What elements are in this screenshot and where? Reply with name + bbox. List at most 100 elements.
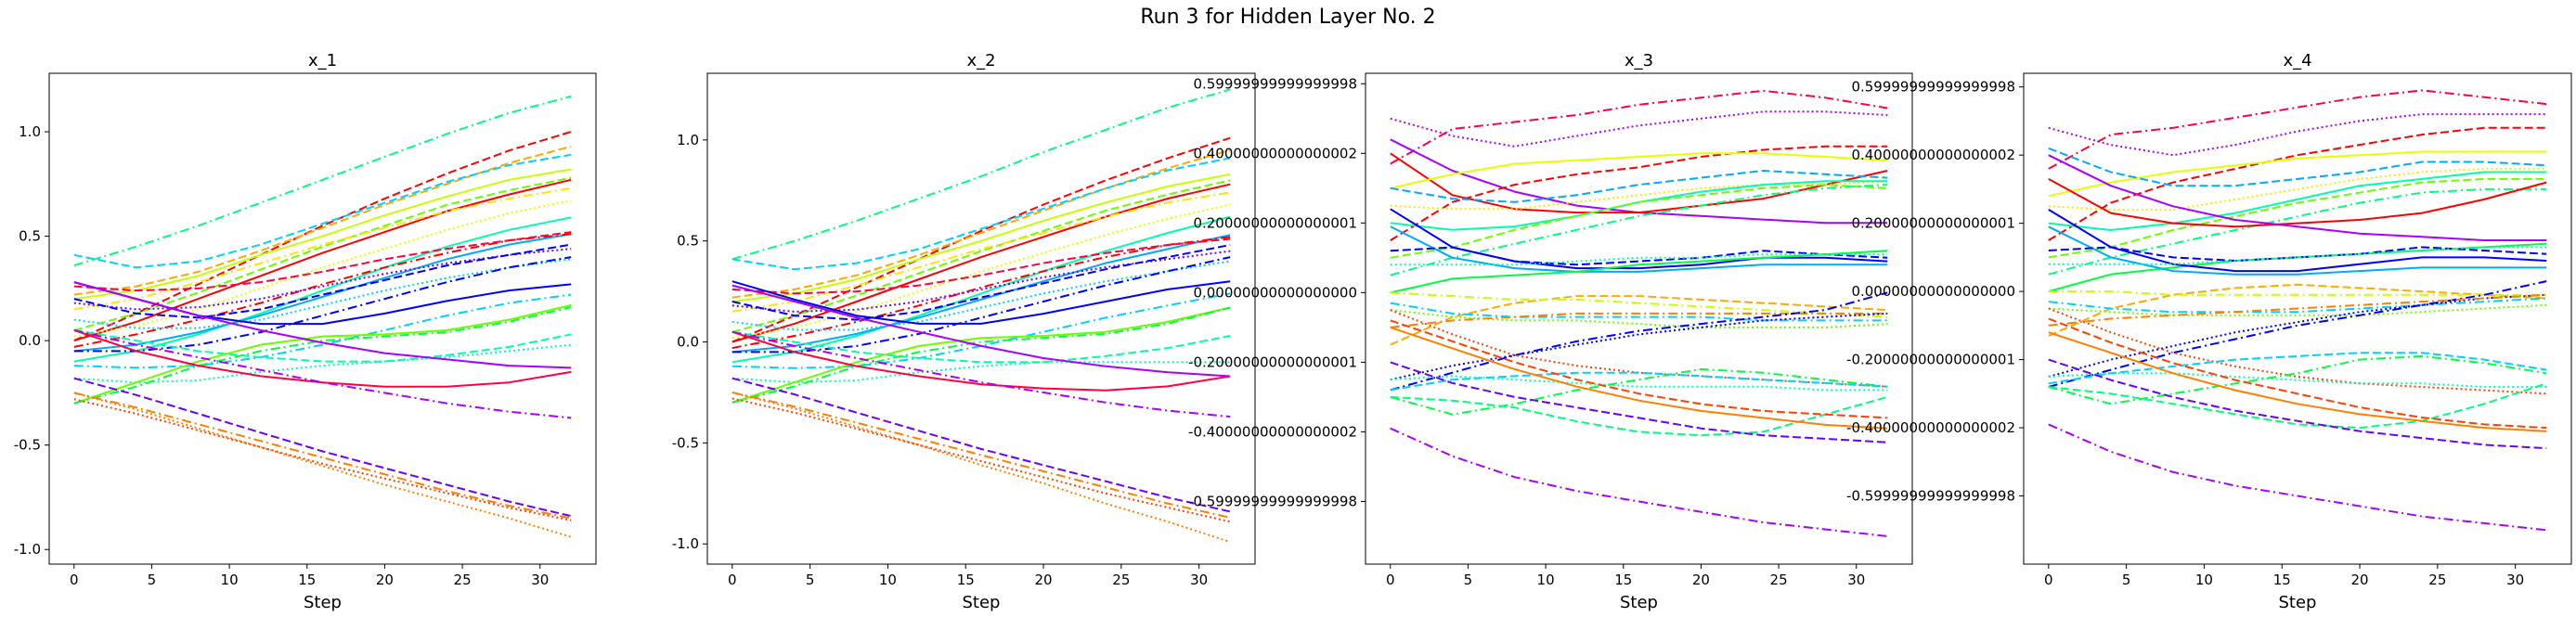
y-tick-label: -0.20000000000000001 [1188,353,1357,370]
series-line-25 [73,281,572,369]
series-line-9 [2048,187,2547,276]
series-line-16 [731,260,1231,331]
series-line-28 [1390,395,1888,437]
series-line-30 [73,377,572,518]
series-line-8 [731,191,1231,313]
series-line-32 [1390,427,1888,537]
y-tick-label: 0.0 [19,332,41,349]
subplot-title: x_2 [966,51,995,71]
y-tick-label: 0.40000000000000002 [1193,145,1357,161]
x-axis-label: Step [304,593,342,612]
series-line-22 [73,303,572,405]
x-tick-label: 10 [2195,572,2213,588]
series-line-29 [731,397,1231,523]
x-tick-label: 30 [2506,572,2524,588]
series-line-21 [1390,312,1888,328]
series-line-20 [1390,309,1888,328]
series-line-10 [731,215,1231,364]
series-line-7 [73,176,572,331]
y-tick-label: -0.40000000000000002 [1188,423,1357,440]
y-tick-label: -0.40000000000000002 [1846,419,2015,436]
y-tick-label: -0.5 [672,434,699,451]
series-line-11 [73,233,572,353]
x-tick-label: 25 [1770,572,1788,588]
series-line-17 [1390,295,1888,346]
series-line-14 [1390,246,1888,266]
x-tick-label: 15 [298,572,316,588]
x-tick-label: 30 [1847,572,1865,588]
series-line-16 [1390,253,1888,266]
series-line-23 [2048,293,2547,327]
series-line-27 [2048,352,2547,385]
y-tick-label: 0.20000000000000001 [1193,214,1357,231]
y-tick-label: 0.5 [19,228,41,245]
series-line-24 [1390,309,1888,388]
series-line-18 [73,293,572,369]
figure-title: Run 3 for Hidden Layer No. 2 [1140,6,1436,29]
series-line-14 [2048,225,2547,276]
subplot-title: x_3 [1625,51,1653,71]
series-line-24 [2048,307,2547,395]
series-line-1 [731,88,1231,261]
y-tick-label: -0.59999999999999998 [1846,488,2015,505]
series-line-31 [2048,358,2547,450]
series-line-28 [73,392,572,520]
series-line-4 [2048,150,2547,198]
x-tick-label: 0 [70,572,79,588]
series-line-23 [73,306,572,405]
series-line-5 [1390,152,1888,214]
y-tick-label: -0.20000000000000001 [1846,352,2015,368]
x-tick-label: 30 [1190,572,1208,588]
series-line-1 [1390,89,1888,165]
series-line-27 [1390,371,1888,392]
series-line-29 [1390,326,1888,430]
subplot-title: x_4 [2283,51,2311,71]
series-line-23 [1390,312,1888,381]
series-line-18 [2048,290,2547,296]
series-line-29 [73,398,572,521]
series-line-7 [1390,170,1888,203]
x-tick-label: 15 [2273,572,2291,588]
x-axis-label: Step [963,593,1001,612]
y-tick-label: 0.40000000000000002 [1851,147,2015,163]
series-line-13 [2048,209,2547,273]
x-tick-label: 10 [221,572,239,588]
series-line-22 [731,306,1231,404]
series-line-12 [1390,208,1888,270]
series-line-15 [1390,250,1888,294]
axes-frame [706,72,1256,565]
x-tick-label: 15 [957,572,975,588]
series-line-22 [2048,293,2547,378]
subplot-x_3: 0 5 10 15 20 25 30 -0.59999999999999998 -0.40000… [1188,51,1913,612]
x-tick-label: 0 [728,572,737,588]
series-line-19 [1390,302,1888,322]
series-line-11 [731,234,1231,353]
x-tick-label: 10 [879,572,897,588]
series-line-17 [2048,283,2547,337]
x-tick-label: 25 [2428,572,2446,588]
y-tick-label: -1.0 [672,535,699,552]
series-line-2 [2048,113,2547,157]
y-tick-label: 0.59999999999999998 [1851,79,2015,96]
series-line-4 [731,157,1231,271]
series-line-5 [731,173,1231,302]
y-tick-label: -0.5 [14,437,41,454]
series-line-22 [1390,291,1888,392]
y-tick-label: 1.0 [19,123,41,140]
y-tick-label: 0.0 [677,334,699,351]
series-line-9 [731,203,1231,340]
x-tick-label: 0 [1386,572,1395,588]
x-tick-label: 20 [1034,572,1052,588]
series-line-18 [731,292,1231,369]
series-line-15 [731,244,1231,321]
series-line-30 [731,377,1231,513]
series-line-26 [2048,354,2547,405]
series-line-26 [73,328,572,419]
series-line-17 [731,256,1231,353]
series-line-5 [2048,147,2547,187]
series-line-4 [1390,145,1888,241]
series-line-21 [731,361,1231,384]
x-tick-label: 25 [454,572,472,588]
y-tick-label: 0.00000000000000000 [1193,284,1357,301]
axes-frame [1365,72,1913,565]
